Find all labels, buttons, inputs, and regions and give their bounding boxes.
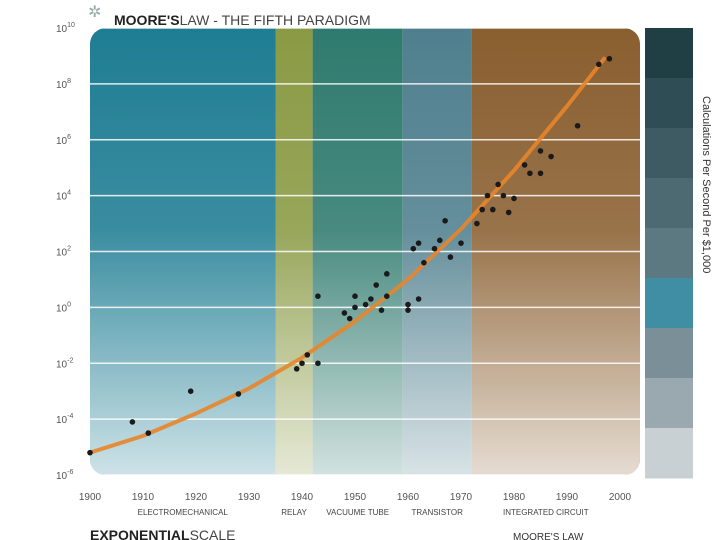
data-points [87,55,613,456]
color-scale-swatch [645,28,693,79]
x-tick-label: 1970 [450,492,473,503]
data-point [437,237,443,244]
data-point [574,122,581,129]
y-tick-label: 106 [56,134,71,147]
data-point [505,209,512,216]
plot-area [90,28,640,475]
y-axis-ticks: 1010 108 106 104 102 100 10-2 10-4 10-6 [56,22,75,482]
data-point [362,301,369,308]
y-tick-label: 10-4 [56,413,73,426]
data-point [537,170,544,177]
y-tick-label: 104 [56,190,71,203]
data-point [495,181,501,188]
x-tick-label: 1980 [503,492,526,503]
y-tick-label: 100 [56,301,71,314]
y-tick-label: 1010 [56,22,75,35]
footer-right: MOORE'S LAW [513,532,584,540]
data-point [187,388,194,394]
data-point [299,360,305,367]
x-tick-label: 1920 [185,492,208,503]
data-point [235,391,242,397]
y-tick-label: 10-2 [56,357,73,370]
paradigm-labels: ELECTROMECHANICAL RELAY VACUUME TUBE TRANSI… [138,508,589,517]
data-point [315,360,321,367]
data-point [500,192,507,199]
paradigm-label: INTEGRATED CIRCUIT [503,508,589,517]
data-point [521,162,528,168]
x-tick-label: 1950 [344,492,367,503]
x-tick-label: 1930 [238,492,261,503]
data-point [415,296,422,302]
data-point [527,170,533,177]
color-scale-swatch [645,428,693,479]
data-point [378,307,385,313]
data-point [352,293,358,300]
data-point [537,148,544,154]
title-rest: LAW - THE FIFTH PARADIGM [180,12,371,28]
data-point [315,293,321,300]
data-point [405,307,411,313]
data-point [368,296,374,302]
paradigm-label: TRANSISTOR [411,508,463,517]
paradigm-label: RELAY [281,508,307,517]
data-point [548,153,554,160]
data-point [484,192,491,199]
data-point [479,206,486,213]
data-point [431,245,438,252]
data-point [421,259,427,266]
x-tick-label: 1990 [556,492,579,503]
x-tick-label: 1910 [132,492,155,503]
data-point [346,315,353,322]
data-point [373,282,380,288]
color-scale-swatch [645,328,693,379]
color-scale-swatch [645,278,693,329]
x-tick-label: 1940 [291,492,314,503]
y-tick-label: 108 [56,78,71,91]
data-point [304,352,311,358]
data-point [606,55,613,62]
paradigm-label: ELECTROMECHANICAL [138,508,229,517]
data-point [384,271,390,277]
paradigm-label: VACUUME TUBE [326,508,389,517]
footer-left-bold: EXPONENTIAL [90,527,190,540]
color-scale-swatch [645,228,693,279]
data-point [447,254,454,260]
data-point [442,217,448,224]
trend-line-group [88,56,607,455]
x-tick-label: 1960 [397,492,420,503]
data-point [410,245,417,252]
color-scale-swatch [645,78,693,129]
footer-left: EXPONENTIALSCALE [90,527,236,540]
x-tick-label: 2000 [609,492,632,503]
data-point [293,366,300,372]
data-point [458,240,464,246]
data-point [474,220,480,227]
data-point [596,61,602,68]
logo-icon: ✲ [88,4,101,21]
data-point [87,449,93,456]
color-scale-swatch [645,378,693,429]
color-scale-bar [645,28,693,479]
chart-title: MOORE'SLAW - THE FIFTH PARADIGM [114,12,371,28]
color-scale-swatch [645,128,693,179]
x-tick-label: 1900 [79,492,102,503]
data-point [352,304,358,311]
data-point [405,301,411,308]
data-point [384,293,390,300]
data-point [490,206,496,213]
data-point [129,419,136,425]
color-scale-swatch [645,178,693,229]
footer-left-rest: SCALE [190,527,236,540]
x-axis-ticks: 1900 1910 1920 1930 1940 1950 1960 1970 1980 1990… [79,492,632,503]
data-point [511,195,517,202]
data-point [145,430,152,436]
y-axis-label: Calculations Per Second Per $1,000 [700,96,712,273]
title-bold: MOORE'S [114,12,180,28]
trend-line [88,56,607,455]
data-point [341,310,348,316]
y-tick-label: 102 [56,246,71,259]
data-point [415,240,422,246]
y-tick-label: 10-6 [56,469,73,482]
